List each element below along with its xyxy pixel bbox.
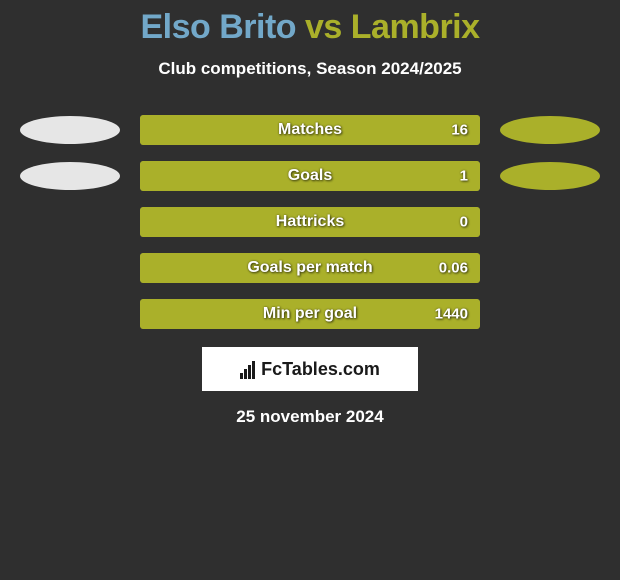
brand-name: FcTables.com (261, 359, 380, 380)
left-player-oval (20, 254, 120, 282)
title-player-right: Lambrix (351, 8, 480, 46)
stat-bar: Hattricks 0 (140, 207, 480, 237)
stat-value: 16 (451, 122, 468, 139)
stat-bar: Goals 1 (140, 161, 480, 191)
right-player-oval (500, 300, 600, 328)
snapshot-date: 25 november 2024 (0, 407, 620, 427)
stat-label: Hattricks (276, 213, 344, 231)
stat-label: Min per goal (263, 305, 357, 323)
brand-logo[interactable]: FcTables.com (202, 347, 418, 391)
title-player-left: Elso Brito (140, 8, 296, 46)
subtitle: Club competitions, Season 2024/2025 (0, 59, 620, 79)
stat-row: Matches 16 (0, 115, 620, 145)
stat-value: 1 (460, 168, 468, 185)
stat-value: 0 (460, 214, 468, 231)
stat-label: Goals per match (247, 259, 372, 277)
left-player-oval (20, 300, 120, 328)
left-player-oval (20, 208, 120, 236)
stat-row: Goals 1 (0, 161, 620, 191)
right-player-oval (500, 116, 600, 144)
stat-bar: Matches 16 (140, 115, 480, 145)
left-player-oval (20, 162, 120, 190)
stats-container: Matches 16 Goals 1 Hattricks 0 Goals per match… (0, 115, 620, 329)
stat-row: Goals per match 0.06 (0, 253, 620, 283)
stat-label: Matches (278, 121, 342, 139)
stat-label: Goals (288, 167, 332, 185)
title-vs: vs (305, 8, 351, 46)
stat-row: Min per goal 1440 (0, 299, 620, 329)
stat-value: 0.06 (439, 260, 468, 277)
comparison-title: Elso Brito vs Lambrix (0, 0, 620, 47)
stat-row: Hattricks 0 (0, 207, 620, 237)
left-player-oval (20, 116, 120, 144)
stat-bar: Goals per match 0.06 (140, 253, 480, 283)
right-player-oval (500, 162, 600, 190)
chart-icon (240, 359, 255, 379)
stat-bar: Min per goal 1440 (140, 299, 480, 329)
right-player-oval (500, 254, 600, 282)
stat-value: 1440 (435, 306, 468, 323)
right-player-oval (500, 208, 600, 236)
